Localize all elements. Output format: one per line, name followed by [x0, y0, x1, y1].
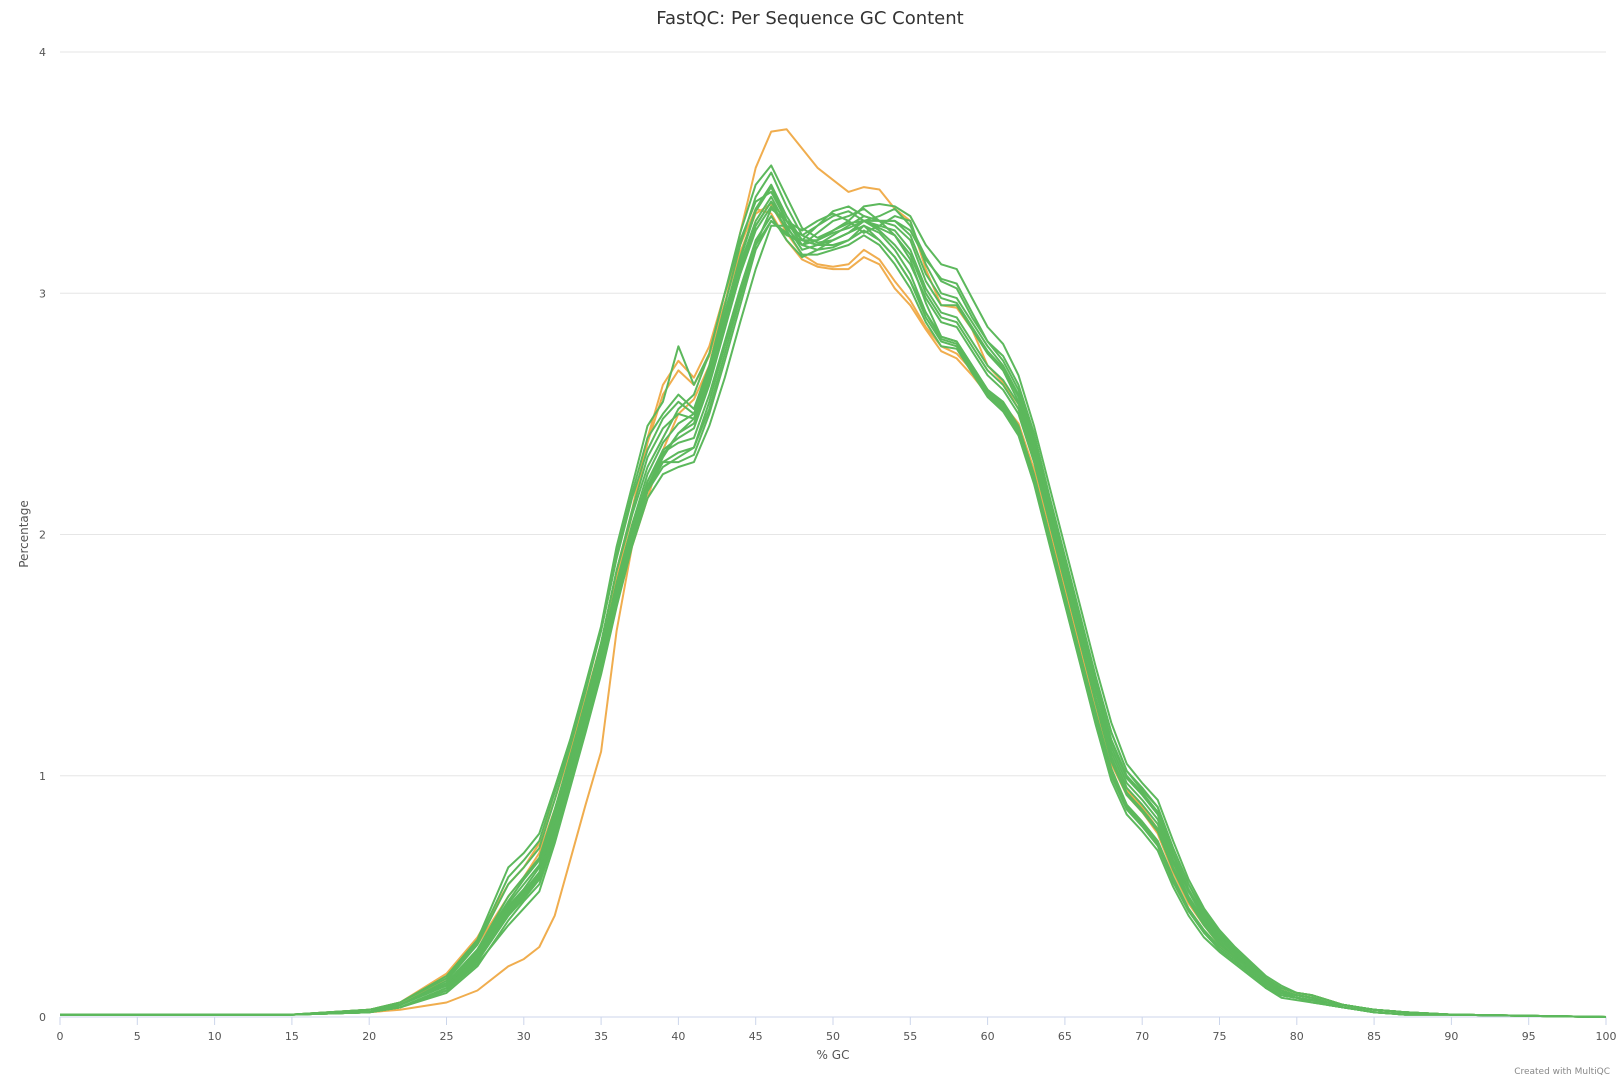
- series-line-pass[interactable]: [60, 183, 1607, 1018]
- x-axis-title: % GC: [817, 1048, 850, 1062]
- x-tick-label: 85: [1367, 1030, 1381, 1043]
- x-tick-label: 55: [903, 1030, 917, 1043]
- series-line-pass[interactable]: [60, 207, 1607, 1018]
- series-line-pass[interactable]: [60, 205, 1607, 1018]
- x-tick-label: 70: [1135, 1030, 1149, 1043]
- series-line-pass[interactable]: [60, 195, 1607, 1018]
- series-line-pass[interactable]: [60, 171, 1607, 1018]
- series-line-warn[interactable]: [60, 128, 1607, 1018]
- x-tick-label: 20: [362, 1030, 376, 1043]
- x-tick-label: 50: [826, 1030, 840, 1043]
- x-tick-label: 60: [981, 1030, 995, 1043]
- x-tick-label: 45: [749, 1030, 763, 1043]
- series-line-pass[interactable]: [60, 215, 1607, 1018]
- series-line-pass[interactable]: [60, 207, 1607, 1018]
- series-line-warn[interactable]: [60, 207, 1607, 1018]
- x-tick-label: 35: [594, 1030, 608, 1043]
- x-tick-label: 65: [1058, 1030, 1072, 1043]
- gridlines: [60, 51, 1606, 777]
- x-tick-label: 95: [1522, 1030, 1536, 1043]
- chart-title: FastQC: Per Sequence GC Content: [656, 8, 963, 29]
- series-line-warn[interactable]: [60, 203, 1607, 1018]
- series-line-pass[interactable]: [60, 190, 1607, 1018]
- y-axis-title: Percentage: [17, 500, 31, 568]
- y-tick-label: 3: [39, 287, 46, 300]
- y-tick-label: 4: [39, 46, 46, 59]
- x-tick-label: 80: [1290, 1030, 1304, 1043]
- x-tick-label: 75: [1213, 1030, 1227, 1043]
- y-tick-label: 0: [39, 1011, 46, 1024]
- x-tick-label: 25: [440, 1030, 454, 1043]
- x-tick-label: 15: [285, 1030, 299, 1043]
- series-line-pass[interactable]: [60, 200, 1607, 1018]
- x-tick-label: 100: [1596, 1030, 1617, 1043]
- series-line-pass[interactable]: [60, 186, 1607, 1018]
- x-tick-label: 0: [57, 1030, 64, 1043]
- x-tick-label: 5: [134, 1030, 141, 1043]
- series-line-pass[interactable]: [60, 207, 1607, 1018]
- x-tick-label: 90: [1444, 1030, 1458, 1043]
- series-line-pass[interactable]: [60, 200, 1607, 1018]
- y-axis-ticks: 0 1 2 3 4: [39, 46, 46, 1024]
- credit-label: Created with MultiQC: [1514, 1067, 1610, 1077]
- y-tick-label: 2: [39, 529, 46, 542]
- x-axis-ticks: 0 5 10 15 20 25 30 35 40 45 50 55 60 65 70 75 80 85 90 95 10…: [57, 1017, 1617, 1043]
- x-tick-label: 30: [517, 1030, 531, 1043]
- x-tick-label: 10: [208, 1030, 222, 1043]
- x-tick-label: 40: [671, 1030, 685, 1043]
- y-tick-label: 1: [39, 770, 46, 783]
- series-line-pass[interactable]: [60, 205, 1607, 1018]
- series-lines: [60, 128, 1607, 1018]
